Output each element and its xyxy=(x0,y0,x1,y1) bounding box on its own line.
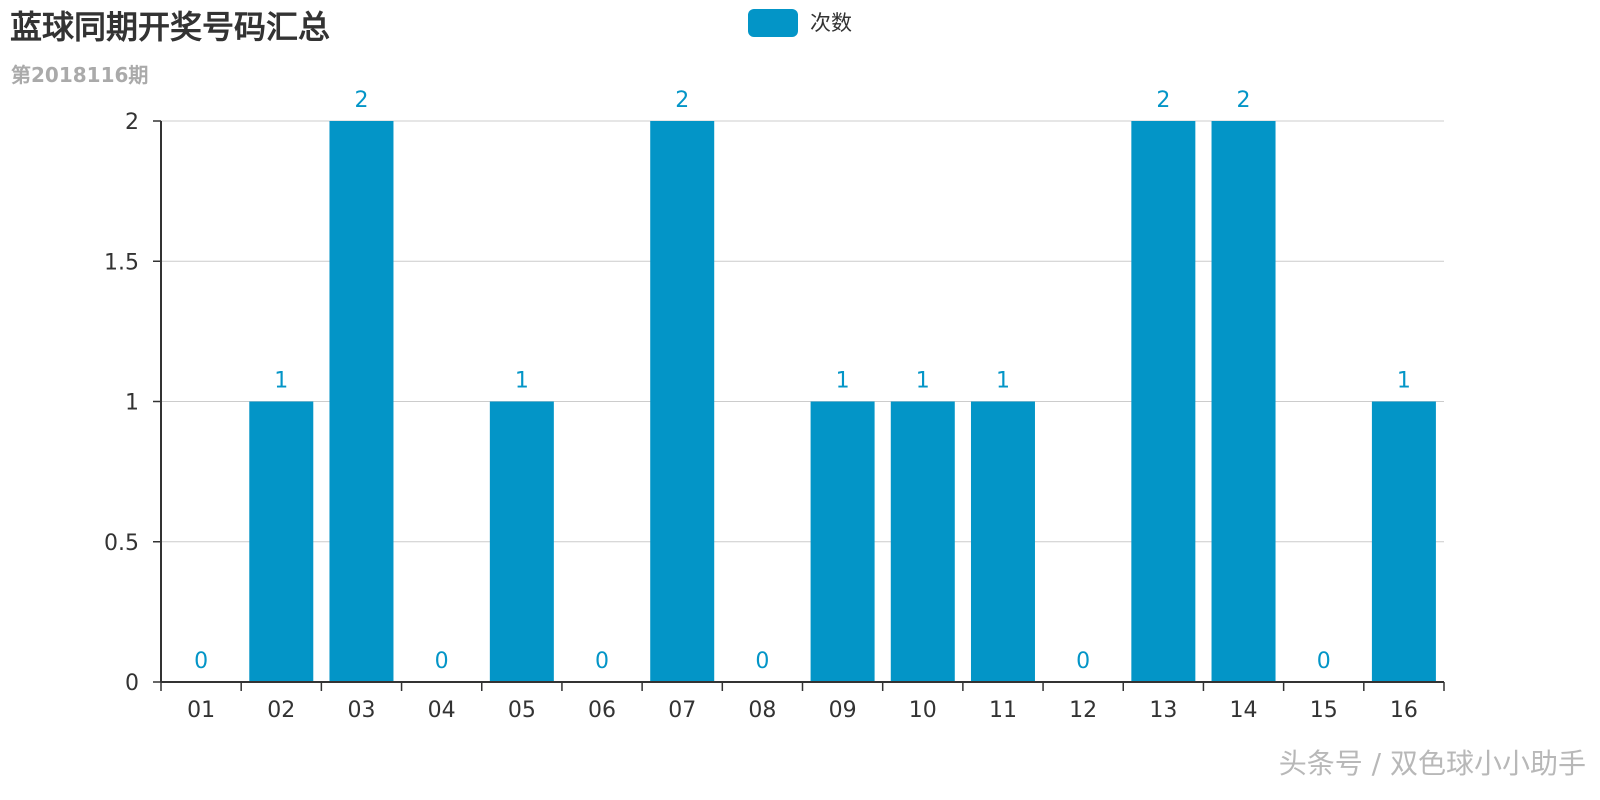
chart-subtitle: 第2018116期 xyxy=(11,63,149,87)
x-tick-label: 16 xyxy=(1390,698,1418,723)
x-tick-label: 06 xyxy=(588,698,616,723)
bar xyxy=(1371,401,1436,682)
data-label: 1 xyxy=(274,369,288,394)
x-tick-label: 13 xyxy=(1149,698,1177,723)
y-tick-label: 1.5 xyxy=(104,250,139,275)
data-label: 1 xyxy=(996,369,1010,394)
legend[interactable]: 次数 xyxy=(748,9,852,37)
bar xyxy=(249,401,314,682)
x-tick-label: 14 xyxy=(1230,698,1258,723)
data-label: 1 xyxy=(1397,369,1411,394)
x-tick-label: 03 xyxy=(347,698,375,723)
x-tick-label: 07 xyxy=(668,698,696,723)
bar xyxy=(650,121,715,682)
data-label: 1 xyxy=(836,369,850,394)
bar xyxy=(810,401,875,682)
data-label: 2 xyxy=(1156,88,1170,113)
x-tick-label: 04 xyxy=(428,698,456,723)
y-tick-label: 1 xyxy=(125,391,139,416)
bar xyxy=(489,401,554,682)
data-labels: 0 1 2 0 1 0 2 0 1 1 1 0 2 2 0 1 xyxy=(194,88,1411,674)
x-tick-label: 02 xyxy=(267,698,295,723)
bar xyxy=(1211,121,1276,682)
y-tick-label: 2 xyxy=(125,110,139,135)
x-tick-label: 15 xyxy=(1310,698,1338,723)
bars xyxy=(249,121,1436,682)
x-tick-label: 01 xyxy=(187,698,215,723)
data-label: 2 xyxy=(1237,88,1251,113)
data-label: 0 xyxy=(755,649,769,674)
x-tick-label: 10 xyxy=(909,698,937,723)
bar xyxy=(329,121,394,682)
x-tick-label: 09 xyxy=(829,698,857,723)
watermark: 头条号 / 双色球小小助手 xyxy=(1278,747,1586,780)
data-label: 0 xyxy=(1076,649,1090,674)
data-label: 0 xyxy=(194,649,208,674)
data-label: 0 xyxy=(1317,649,1331,674)
legend-label[interactable]: 次数 xyxy=(810,11,852,35)
x-tick-label: 12 xyxy=(1069,698,1097,723)
x-tick-label: 08 xyxy=(748,698,776,723)
data-label: 2 xyxy=(354,88,368,113)
y-tick-label: 0 xyxy=(125,671,139,696)
y-tick-label: 0.5 xyxy=(104,531,139,556)
legend-swatch[interactable] xyxy=(748,9,798,37)
bar xyxy=(890,401,955,682)
bar xyxy=(1131,121,1196,682)
data-label: 0 xyxy=(595,649,609,674)
data-label: 1 xyxy=(515,369,529,394)
chart-title: 蓝球同期开奖号码汇总 xyxy=(10,8,331,46)
data-label: 1 xyxy=(916,369,930,394)
x-tick-label: 11 xyxy=(989,698,1017,723)
x-tick-label: 05 xyxy=(508,698,536,723)
bar xyxy=(970,401,1035,682)
data-label: 0 xyxy=(435,649,449,674)
data-label: 2 xyxy=(675,88,689,113)
